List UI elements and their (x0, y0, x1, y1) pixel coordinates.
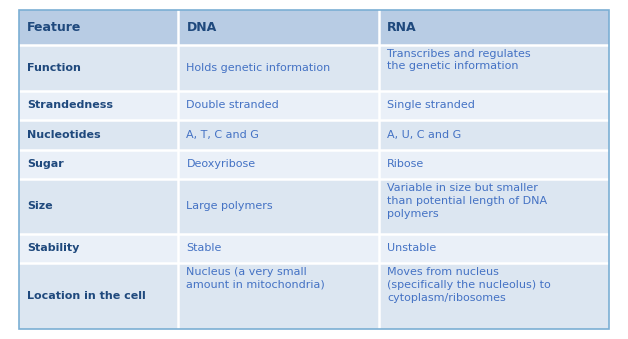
Bar (178, 45, 379, 91)
Text: A, T, C and G: A, T, C and G (187, 130, 259, 140)
Bar (19, 10, 178, 45)
Text: Large polymers: Large polymers (187, 201, 273, 211)
Text: Transcribes and regulates
the genetic information: Transcribes and regulates the genetic in… (387, 49, 531, 72)
Bar (178, 263, 379, 329)
Bar (379, 45, 609, 91)
Bar (379, 120, 609, 149)
Bar (379, 263, 609, 329)
Bar (19, 45, 178, 91)
Text: Ribose: Ribose (387, 159, 425, 169)
Bar (178, 179, 379, 234)
Text: RNA: RNA (387, 21, 417, 34)
Text: Single stranded: Single stranded (387, 100, 475, 111)
Bar (379, 10, 609, 45)
Text: Deoxyribose: Deoxyribose (187, 159, 256, 169)
Text: Function: Function (27, 63, 81, 73)
Bar (379, 149, 609, 179)
Text: Double stranded: Double stranded (187, 100, 279, 111)
Bar (178, 10, 379, 45)
Text: Stable: Stable (187, 243, 222, 253)
Bar (178, 91, 379, 120)
Text: Unstable: Unstable (387, 243, 436, 253)
Text: Stability: Stability (27, 243, 79, 253)
Bar (178, 120, 379, 149)
Text: A, U, C and G: A, U, C and G (387, 130, 462, 140)
Bar (19, 263, 178, 329)
Text: Nucleotides: Nucleotides (27, 130, 100, 140)
Bar (379, 91, 609, 120)
Bar (19, 234, 178, 263)
Text: DNA: DNA (187, 21, 217, 34)
Text: Strandedness: Strandedness (27, 100, 113, 111)
Bar (178, 234, 379, 263)
Bar (379, 234, 609, 263)
Bar (19, 149, 178, 179)
Text: Moves from nucleus
(specifically the nucleolus) to
cytoplasm/ribosomes: Moves from nucleus (specifically the nuc… (387, 267, 551, 303)
Bar (178, 149, 379, 179)
Text: Nucleus (a very small
amount in mitochondria): Nucleus (a very small amount in mitochon… (187, 267, 325, 290)
Text: Size: Size (27, 201, 53, 211)
Bar (19, 91, 178, 120)
Text: Location in the cell: Location in the cell (27, 291, 146, 301)
Text: Variable in size but smaller
than potential length of DNA
polymers: Variable in size but smaller than potent… (387, 183, 547, 219)
Bar (19, 120, 178, 149)
Bar (19, 179, 178, 234)
Text: Holds genetic information: Holds genetic information (187, 63, 330, 73)
Bar (379, 179, 609, 234)
Text: Feature: Feature (27, 21, 82, 34)
Text: Sugar: Sugar (27, 159, 64, 169)
